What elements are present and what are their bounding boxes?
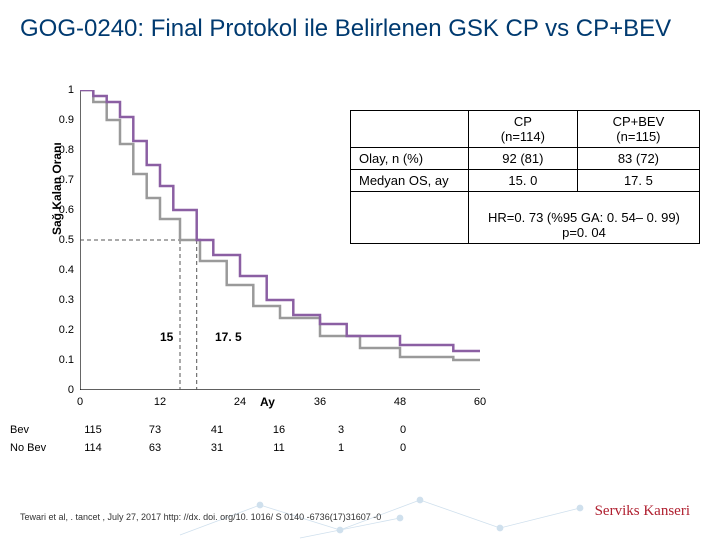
slide-title: GOG-0240: Final Protokol ile Belirlenen … [20, 14, 700, 44]
ytick: 0.5 [46, 234, 74, 246]
ytick: 0.8 [46, 144, 74, 156]
ytick: 0.6 [46, 204, 74, 216]
ytick: 0.9 [46, 114, 74, 126]
median-label-cp: 15 [160, 330, 173, 344]
xtick: 0 [77, 396, 83, 408]
ytick: 0.4 [46, 264, 74, 276]
citation-text: Tewari et al, . tancet , July 27, 2017 h… [20, 512, 381, 522]
ytick: 1 [46, 84, 74, 96]
ytick: 0.7 [46, 174, 74, 186]
xtick: 48 [394, 396, 406, 408]
footer-brand: Serviks Kanseri [595, 503, 690, 520]
table-row: Olay, n (%) 92 (81) 83 (72) [351, 148, 700, 170]
x-axis-label: Ay [260, 395, 275, 409]
xtick: 60 [474, 396, 486, 408]
table-header-blank [351, 111, 469, 148]
ytick: 0.1 [46, 354, 74, 366]
ytick: 0.3 [46, 294, 74, 306]
xtick: 24 [234, 396, 246, 408]
table-row: Medyan OS, ay 15. 0 17. 5 [351, 170, 700, 192]
at-risk-row-bev: Bev 115 73 41 16 3 0 [10, 422, 442, 438]
summary-table: CP (n=114) CP+BEV (n=115) Olay, n (%) 92… [350, 110, 700, 244]
table-header-cp: CP (n=114) [468, 111, 577, 148]
xtick: 12 [154, 396, 166, 408]
at-risk-table: Bev 115 73 41 16 3 0 No Bev 114 63 31 11… [8, 420, 444, 458]
median-label-cpbev: 17. 5 [215, 330, 242, 344]
xtick: 36 [314, 396, 326, 408]
ytick: 0.2 [46, 324, 74, 336]
at-risk-row-nobev: No Bev 114 63 31 11 1 0 [10, 440, 442, 456]
table-header-cpbev: CP+BEV (n=115) [577, 111, 699, 148]
ytick: 0 [46, 384, 74, 396]
table-footer: HR=0. 73 (%95 GA: 0. 54– 0. 99) p=0. 04 [351, 192, 700, 244]
y-axis-label: Sağ Kalan Oranı [50, 142, 64, 235]
